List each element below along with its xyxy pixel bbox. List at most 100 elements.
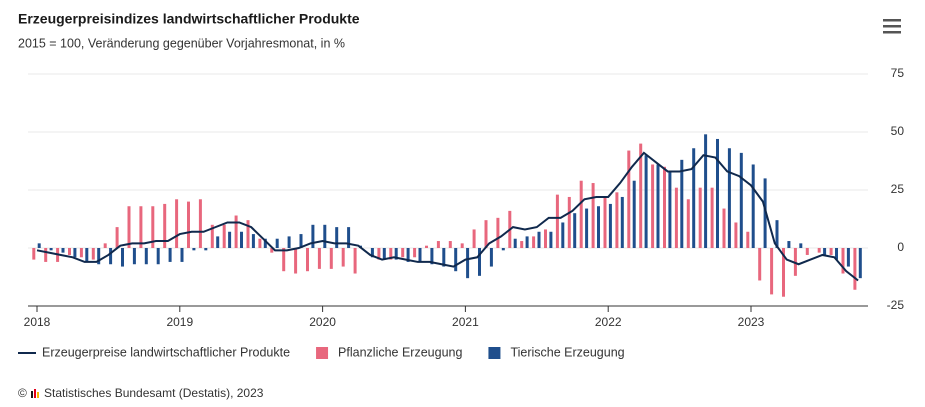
bar bbox=[91, 248, 95, 260]
bar bbox=[85, 248, 89, 262]
bar bbox=[829, 248, 833, 255]
bar bbox=[32, 248, 36, 260]
bar bbox=[460, 243, 464, 248]
bar bbox=[306, 248, 309, 272]
copyright: © bbox=[18, 386, 27, 400]
bar bbox=[603, 196, 607, 248]
legend-label: Erzeugerpreise landwirtschaftlicher Prod… bbox=[42, 345, 290, 359]
bar bbox=[335, 227, 339, 248]
bar bbox=[478, 248, 481, 276]
bar bbox=[294, 248, 298, 274]
bar bbox=[282, 248, 286, 272]
bar bbox=[73, 248, 77, 258]
bar bbox=[240, 231, 243, 248]
bar bbox=[698, 187, 702, 248]
menu-bar bbox=[883, 25, 901, 28]
bar bbox=[168, 248, 172, 262]
bar bbox=[103, 243, 107, 248]
bar bbox=[686, 199, 690, 248]
bar bbox=[68, 248, 71, 255]
bar bbox=[591, 183, 595, 248]
bar bbox=[418, 248, 422, 262]
bar bbox=[228, 231, 232, 248]
source: Statistisches Bundesamt (Destatis), 2023 bbox=[44, 386, 264, 400]
bar bbox=[79, 248, 83, 258]
bar bbox=[573, 213, 577, 248]
bar bbox=[496, 217, 500, 248]
bar bbox=[805, 248, 809, 255]
bar bbox=[846, 248, 850, 267]
menu-bar bbox=[883, 31, 901, 34]
bar bbox=[210, 224, 214, 248]
bar bbox=[329, 248, 333, 269]
bar bbox=[270, 248, 274, 253]
bar bbox=[341, 248, 345, 267]
bar bbox=[544, 229, 547, 248]
bar bbox=[49, 248, 53, 251]
bar bbox=[216, 236, 220, 248]
y-tick-label: 25 bbox=[891, 182, 905, 196]
bar bbox=[627, 150, 631, 248]
bar bbox=[275, 238, 279, 248]
legend-swatch bbox=[488, 347, 501, 359]
bar bbox=[817, 248, 821, 253]
y-tick-label: -25 bbox=[887, 298, 905, 312]
bar bbox=[799, 243, 803, 248]
bar bbox=[258, 238, 262, 248]
bar bbox=[175, 199, 179, 248]
bar bbox=[858, 248, 862, 279]
bar bbox=[853, 248, 857, 290]
bar bbox=[674, 187, 678, 248]
legend-swatch bbox=[316, 347, 329, 359]
bar bbox=[132, 248, 136, 265]
bar bbox=[704, 134, 708, 248]
bar bbox=[537, 231, 541, 248]
bar bbox=[389, 248, 393, 260]
bar bbox=[406, 248, 410, 262]
menu-bar bbox=[883, 19, 901, 22]
bar bbox=[436, 241, 440, 248]
bar bbox=[579, 180, 583, 248]
bar bbox=[430, 248, 434, 265]
bar bbox=[97, 248, 101, 265]
bar bbox=[663, 166, 666, 248]
bar bbox=[549, 231, 553, 248]
x-tick-label: 2018 bbox=[24, 315, 51, 329]
bar bbox=[716, 138, 719, 248]
bar bbox=[472, 229, 476, 248]
bar bbox=[151, 206, 155, 248]
bar bbox=[746, 231, 750, 248]
bar bbox=[394, 248, 398, 260]
bar bbox=[615, 192, 619, 248]
bar bbox=[734, 222, 738, 248]
bar bbox=[198, 199, 202, 248]
chart-subtitle: 2015 = 100, Veränderung gegenüber Vorjah… bbox=[18, 36, 345, 50]
y-tick-label: 0 bbox=[897, 240, 904, 254]
bar bbox=[520, 241, 524, 248]
bar bbox=[532, 236, 536, 248]
bar bbox=[263, 238, 267, 248]
x-tick-label: 2021 bbox=[452, 315, 479, 329]
bar bbox=[484, 220, 488, 248]
bar bbox=[561, 222, 565, 248]
chart-title: Erzeugerpreisindizes landwirtschaftliche… bbox=[18, 11, 360, 27]
bar bbox=[377, 248, 381, 260]
bar bbox=[639, 143, 643, 248]
bar bbox=[323, 224, 327, 248]
bar bbox=[597, 206, 600, 248]
bar bbox=[163, 203, 167, 248]
bar bbox=[585, 208, 589, 248]
y-tick-label: 50 bbox=[891, 124, 905, 138]
bar bbox=[109, 248, 113, 265]
source-icon bbox=[31, 389, 39, 398]
bar bbox=[644, 155, 648, 248]
bar bbox=[425, 245, 428, 248]
bar bbox=[751, 164, 755, 248]
bar bbox=[722, 208, 726, 248]
bar bbox=[204, 248, 208, 251]
y-tick-label: 75 bbox=[891, 66, 905, 80]
bar bbox=[782, 248, 785, 297]
bar bbox=[234, 215, 238, 248]
menu-button[interactable] bbox=[883, 19, 901, 34]
